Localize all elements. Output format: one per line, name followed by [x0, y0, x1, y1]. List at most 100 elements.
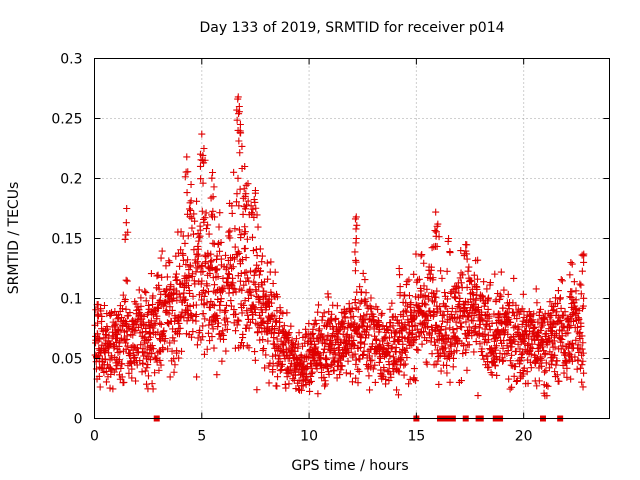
data-point [388, 299, 396, 307]
data-point [206, 258, 214, 266]
data-point [307, 377, 315, 385]
data-point [95, 372, 103, 380]
data-point [463, 255, 471, 263]
data-point [235, 249, 243, 257]
data-point [299, 361, 307, 369]
data-point [156, 319, 164, 327]
data-point [467, 316, 475, 324]
data-point [434, 220, 442, 228]
data-point [164, 345, 172, 353]
data-point [468, 289, 476, 297]
data-point [382, 375, 390, 383]
data-point [265, 295, 273, 303]
data-point [180, 296, 188, 304]
data-point [512, 347, 520, 355]
data-point [184, 168, 192, 176]
data-point [159, 346, 167, 354]
data-point [123, 332, 131, 340]
data-point [201, 289, 209, 297]
data-point [104, 325, 112, 333]
data-point [261, 364, 269, 372]
data-point [422, 301, 430, 309]
data-point [504, 330, 512, 338]
data-point [578, 332, 586, 340]
data-point [476, 340, 484, 348]
data-point [290, 343, 298, 351]
data-point [443, 361, 451, 369]
data-point [561, 308, 569, 316]
data-point [538, 356, 546, 364]
data-point [213, 266, 221, 274]
data-point [244, 197, 252, 205]
data-point [472, 338, 480, 346]
data-point [254, 223, 262, 231]
data-point [580, 369, 588, 377]
data-point [563, 364, 571, 372]
data-point [224, 318, 232, 326]
data-point [178, 347, 186, 355]
data-point [567, 322, 575, 330]
data-point [338, 362, 346, 370]
data-point [330, 367, 338, 375]
data-point [97, 364, 105, 372]
data-point [122, 219, 130, 227]
data-point [431, 227, 439, 235]
data-point [434, 357, 442, 365]
data-point [311, 356, 319, 364]
data-point [198, 130, 206, 138]
data-point [107, 370, 115, 378]
data-point [336, 371, 344, 379]
data-point [513, 315, 521, 323]
data-point [143, 364, 151, 372]
data-point [222, 251, 230, 259]
x-tick-label: 10 [300, 429, 318, 445]
data-point [433, 287, 441, 295]
data-point [358, 288, 366, 296]
data-point [204, 329, 212, 337]
data-point [206, 337, 214, 345]
data-point [549, 307, 557, 315]
data-point [122, 231, 130, 239]
data-point [395, 338, 403, 346]
data-point [233, 190, 241, 198]
data-point [417, 287, 425, 295]
data-point [330, 344, 338, 352]
data-point [578, 361, 586, 369]
data-point [412, 333, 420, 341]
data-point [559, 342, 567, 350]
data-point [559, 311, 567, 319]
data-point [396, 271, 404, 279]
scatter-points [91, 93, 588, 400]
data-point [163, 285, 171, 293]
data-point [491, 334, 499, 342]
data-point [480, 302, 488, 310]
data-point [202, 225, 210, 233]
data-point [193, 341, 201, 349]
data-point [534, 333, 542, 341]
data-point [446, 324, 454, 332]
data-point [503, 350, 511, 358]
data-point [442, 344, 450, 352]
data-point [175, 319, 183, 327]
data-point [171, 361, 179, 369]
data-point [443, 295, 451, 303]
data-point [326, 348, 334, 356]
data-point [568, 310, 576, 318]
data-point [580, 258, 588, 266]
data-point [308, 370, 316, 378]
data-point [462, 334, 470, 342]
data-point [449, 363, 457, 371]
data-point [128, 365, 136, 373]
data-point [457, 279, 465, 287]
data-point [376, 326, 384, 334]
data-point [123, 277, 131, 285]
data-point [181, 239, 189, 247]
data-point [352, 258, 360, 266]
data-point [230, 306, 238, 314]
x-axis-label: GPS time / hours [291, 458, 408, 474]
data-point [566, 271, 574, 279]
data-point [345, 349, 353, 357]
data-point [385, 334, 393, 342]
data-point [273, 382, 281, 390]
